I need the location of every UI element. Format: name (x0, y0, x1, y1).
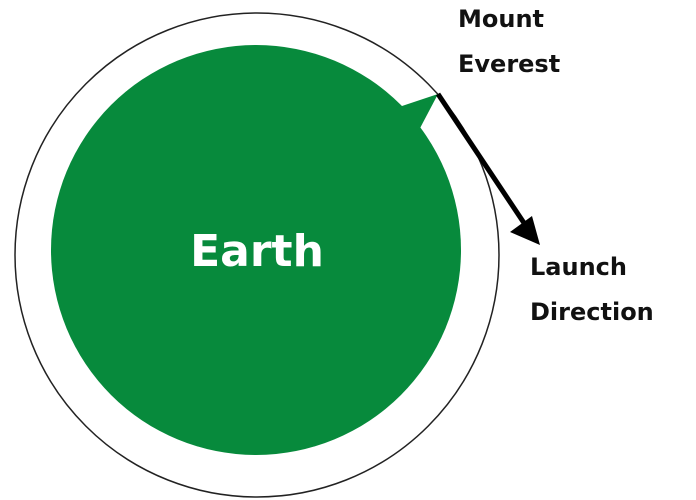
diagram: Earth Mount Everest Launch Direction (0, 0, 696, 500)
page: Earth Mount Everest Launch Direction (()… (0, 0, 696, 500)
mountain-label-line: Mount (458, 5, 544, 33)
launch-label-line: Direction (530, 298, 654, 326)
launch-label-line: Launch (530, 253, 627, 281)
mountain-label-line: Everest (458, 50, 560, 78)
earth-label: Earth (190, 226, 324, 277)
